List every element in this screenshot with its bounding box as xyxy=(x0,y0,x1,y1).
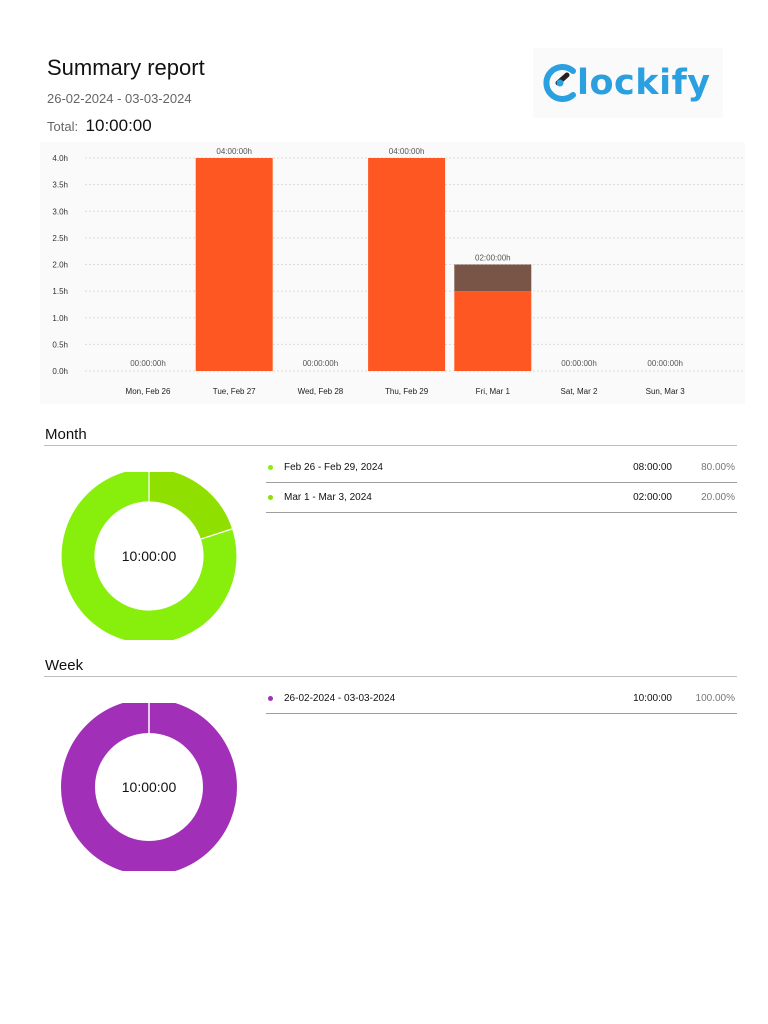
month-donut-chart xyxy=(60,472,238,640)
x-tick-label: Wed, Feb 28 xyxy=(298,387,344,396)
month-legend-row: Feb 26 - Feb 29, 2024 08:00:00 80.00% xyxy=(266,453,737,483)
report-title: Summary report xyxy=(47,55,205,80)
x-tick-label: Mon, Feb 26 xyxy=(126,387,171,396)
month-donut-slice xyxy=(60,472,238,640)
legend-dot xyxy=(268,495,273,500)
x-tick-label: Sat, Mar 2 xyxy=(561,387,598,396)
bar-segment xyxy=(368,158,446,371)
month-donut-total: 10:00:00 xyxy=(121,548,177,564)
y-tick-label: 3.0h xyxy=(52,207,68,216)
y-tick-label: 2.0h xyxy=(52,261,68,270)
legend-dot xyxy=(268,696,273,701)
y-tick-label: 1.0h xyxy=(52,314,68,323)
bar-segment xyxy=(454,264,532,292)
legend-dot xyxy=(268,465,273,470)
legend-duration: 10:00:00 xyxy=(633,693,672,704)
total-label: Total: xyxy=(47,119,79,134)
legend-label: Feb 26 - Feb 29, 2024 xyxy=(284,462,383,473)
week-donut-chart xyxy=(61,703,237,871)
month-section-title: Month xyxy=(45,426,87,443)
legend-percent: 100.00% xyxy=(695,693,735,704)
month-legend-row: Mar 1 - Mar 3, 2024 02:00:00 20.00% xyxy=(266,483,737,513)
week-section-divider xyxy=(44,676,737,677)
bar-data-label: 00:00:00h xyxy=(561,359,597,368)
clockify-logo: lockify xyxy=(533,48,723,118)
x-tick-label: Thu, Feb 29 xyxy=(385,387,429,396)
bar-segment xyxy=(454,291,532,371)
y-tick-label: 1.5h xyxy=(52,287,68,296)
week-legend-row: 26-02-2024 - 03-03-2024 10:00:00 100.00% xyxy=(266,684,737,714)
legend-percent: 20.00% xyxy=(701,492,735,503)
x-tick-label: Tue, Feb 27 xyxy=(213,387,256,396)
bar-data-label: 00:00:00h xyxy=(130,359,166,368)
bar-segment xyxy=(195,158,273,371)
bar-data-label: 02:00:00h xyxy=(475,254,511,263)
y-tick-label: 0.5h xyxy=(52,340,68,349)
legend-duration: 02:00:00 xyxy=(633,492,672,503)
y-tick-label: 4.0h xyxy=(52,154,68,163)
bar-data-label: 00:00:00h xyxy=(647,359,683,368)
week-donut-total: 10:00:00 xyxy=(121,779,177,795)
daily-bar-chart: 0.0h 0.5h 1.0h 1.5h 2.0h 2.5h 3.0h 3.5h 4.0h 00:… xyxy=(40,142,745,404)
legend-percent: 80.00% xyxy=(701,462,735,473)
x-tick-label: Fri, Mar 1 xyxy=(476,387,511,396)
clockify-logo-icon xyxy=(543,64,576,102)
report-total: Total: 10:00:00 xyxy=(47,116,152,136)
bar-data-label: 04:00:00h xyxy=(389,147,425,156)
week-section-title: Week xyxy=(45,657,84,674)
total-value: 10:00:00 xyxy=(85,116,152,135)
y-tick-label: 3.5h xyxy=(52,181,68,190)
legend-label: Mar 1 - Mar 3, 2024 xyxy=(284,492,372,503)
y-tick-label: 0.0h xyxy=(52,367,68,376)
month-section-divider xyxy=(44,445,737,446)
clockify-logo-text: lockify xyxy=(577,63,711,103)
x-tick-label: Sun, Mar 3 xyxy=(646,387,686,396)
legend-duration: 08:00:00 xyxy=(633,462,672,473)
bar-data-label: 00:00:00h xyxy=(303,359,339,368)
bar-data-label: 04:00:00h xyxy=(216,147,252,156)
y-tick-label: 2.5h xyxy=(52,234,68,243)
month-donut-slice xyxy=(148,472,234,541)
report-date-range: 26-02-2024 - 03-03-2024 xyxy=(47,91,192,106)
legend-label: 26-02-2024 - 03-03-2024 xyxy=(284,693,396,704)
